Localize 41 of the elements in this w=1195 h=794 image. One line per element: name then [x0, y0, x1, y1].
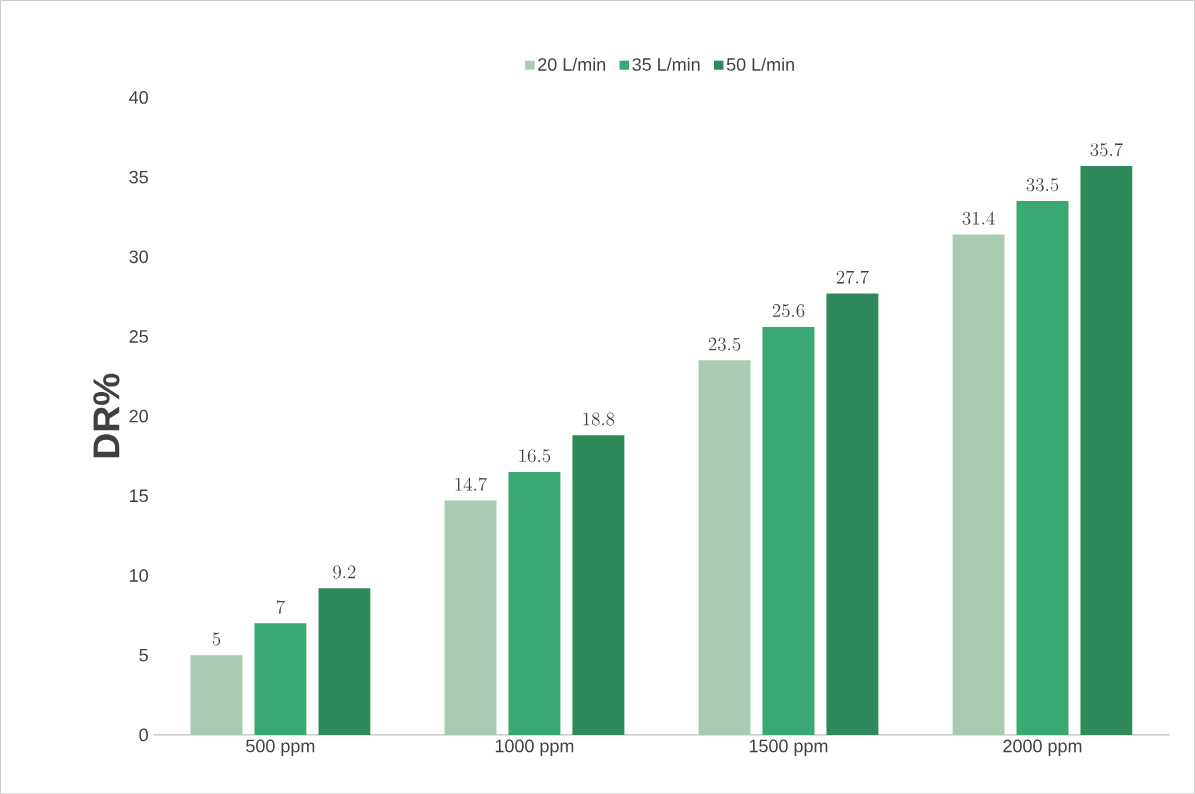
data-label: 18.8 — [583, 412, 615, 426]
data-label: 35.7 — [1090, 142, 1123, 157]
data-label: 25.6 — [772, 303, 805, 318]
bar — [318, 588, 371, 735]
data-label: 33.5 — [1026, 178, 1059, 192]
y-tick-label: 5 — [139, 648, 148, 662]
x-tick-label: 500 ppm — [246, 739, 315, 756]
bar — [698, 360, 751, 735]
data-label: 16.5 — [519, 448, 551, 463]
y-axis-title: DR% — [93, 373, 120, 458]
x-tick-label: 1000 ppm — [495, 739, 574, 756]
data-label: 14.7 — [455, 477, 487, 491]
y-tick-label: 40 — [129, 90, 148, 104]
bar — [952, 234, 1005, 735]
data-label: 7 — [276, 600, 285, 614]
y-tick-label: 0 — [139, 728, 148, 742]
bar — [444, 500, 497, 735]
bar — [190, 655, 243, 735]
y-tick-label: 35 — [129, 170, 148, 184]
legend-label: 35 L/min — [632, 57, 700, 71]
y-tick-label: 15 — [130, 489, 148, 502]
bar — [508, 471, 561, 735]
x-tick-label: 1500 ppm — [749, 739, 828, 756]
data-label: 9.2 — [333, 565, 356, 579]
y-tick-label: 20 — [129, 409, 148, 423]
bar — [762, 326, 815, 735]
bar — [826, 293, 879, 735]
data-label: 27.7 — [836, 270, 869, 284]
y-tick-label: 30 — [129, 250, 148, 263]
legend-label: 50 L/min — [726, 57, 794, 71]
y-tick-label: 10 — [130, 568, 148, 582]
x-tick-label: 2000 ppm — [1003, 739, 1082, 756]
y-tick-label: 25 — [129, 329, 148, 343]
bar — [572, 435, 625, 735]
bar — [1080, 165, 1133, 735]
bar — [1016, 200, 1069, 735]
data-label: 23.5 — [708, 337, 741, 351]
data-label: 5 — [212, 632, 221, 646]
bar — [254, 623, 307, 735]
legend-label: 20 L/min — [538, 57, 606, 71]
data-label: 31 .4 — [962, 211, 995, 225]
